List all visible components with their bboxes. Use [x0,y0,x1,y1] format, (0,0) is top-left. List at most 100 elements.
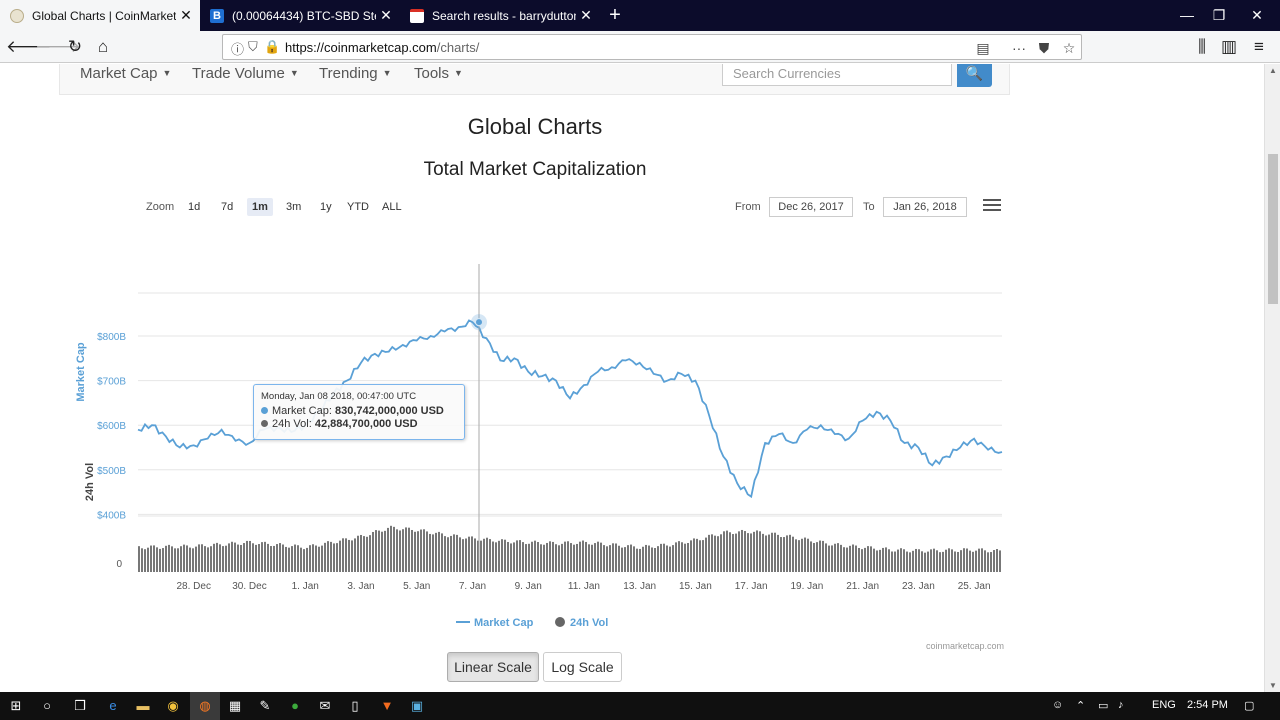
scrollbar-thumb[interactable] [1268,154,1278,304]
log-scale-button[interactable]: Log Scale [543,652,622,682]
coinmarketcap-favicon-icon [10,8,24,23]
task-view-icon[interactable]: ❒ [74,698,86,713]
volume-bar [579,541,581,572]
volume-bar [252,543,254,572]
url-text[interactable]: https://coinmarketcap.com/charts/ [285,40,480,55]
minimize-icon[interactable]: — [1180,7,1194,23]
mail-icon[interactable]: ✉ [319,698,331,713]
calculator-icon[interactable]: ▦ [228,698,242,713]
volume-bar [960,550,962,572]
reader-view-icon[interactable]: ▤ [976,40,990,56]
notifications-icon[interactable]: ▢ [1244,700,1255,712]
volume-bar [243,543,245,572]
volume-bar [192,548,194,572]
app2-icon[interactable]: ▣ [410,698,424,713]
app-icon[interactable]: ● [291,698,299,713]
volume-icon[interactable]: ♪ [1118,699,1124,711]
legend-market-cap[interactable]: Market Cap [456,617,533,629]
linear-scale-button[interactable]: Linear Scale [447,652,539,682]
nav-trade-volume[interactable]: Trade Volume ▼ [192,65,299,82]
volume-bar [483,538,485,572]
volume-bar [429,533,431,572]
tab-search-results[interactable]: Search results - barryduttonrea ✕ [400,0,600,31]
home-icon[interactable]: ⌂ [97,37,109,56]
volume-bar [750,533,752,572]
volume-bar [594,543,596,572]
window-close-icon[interactable]: ✕ [1251,7,1263,23]
bookmark-star-icon[interactable]: ☆ [1062,40,1076,56]
search-icon[interactable]: ○ [43,698,51,713]
chart-menu-icon[interactable] [983,199,1001,215]
volume-bar [534,540,536,572]
firefox-icon[interactable]: ◍ [199,698,211,713]
volume-bar [828,545,830,572]
phone-icon[interactable]: ▯ [351,698,359,713]
zoom-3m-button[interactable]: 3m [286,201,302,213]
tab-label: (0.00064434) BTC-SBD SteemDo [232,8,376,23]
volume-bar [282,544,284,572]
zoom-7d-button[interactable]: 7d [221,201,234,213]
close-icon[interactable]: ✕ [180,7,192,23]
reload-icon[interactable]: ↻ [67,37,83,56]
zoom-1y-button[interactable]: 1y [320,201,332,213]
pocket-icon[interactable]: ⛊ [1038,40,1050,56]
zoom-1m-button[interactable]: 1m [247,198,273,216]
from-date-input[interactable]: Dec 26, 2017 [769,197,853,217]
nav-market-cap[interactable]: Market Cap ▼ [80,65,172,82]
search-input[interactable]: Search Currencies [722,64,952,86]
people-icon[interactable]: ☺ [1052,699,1064,711]
restore-icon[interactable]: ❐ [1212,7,1226,23]
tray-chevron-icon[interactable]: ⌃ [1076,700,1086,712]
nav-trending[interactable]: Trending ▼ [319,65,392,82]
language-indicator[interactable]: ENG [1152,699,1176,711]
browser-nav-bar: 🡐 🡒 ↻ ⌂ ⓘ ⛉ 🔒 https://coinmarketcap.com/… [0,31,1280,63]
volume-bar [312,544,314,572]
new-tab-icon[interactable]: + [609,4,621,26]
zoom-1d-button[interactable]: 1d [188,201,201,213]
legend-24h-vol[interactable]: 24h Vol [555,617,608,629]
volume-bar [765,535,767,572]
battery-icon[interactable]: ▭ [1098,700,1109,712]
shield-icon[interactable]: ⛉ [248,39,258,54]
volume-bar [309,545,311,572]
url-bar[interactable]: ⓘ ⛉ 🔒 https://coinmarketcap.com/charts/ … [222,34,1082,60]
edge-icon[interactable]: e [109,698,117,713]
volume-bar [717,536,719,572]
x-tick-label: 1. Jan [292,581,319,592]
volume-bar [546,542,548,572]
info-icon[interactable]: ⓘ [231,42,245,57]
chart-credits[interactable]: coinmarketcap.com [926,641,1005,651]
tab-steemdollar[interactable]: B (0.00064434) BTC-SBD SteemDo ✕ [200,0,400,31]
back-arrow-icon[interactable]: 🡐 [6,37,52,56]
zoom-all-button[interactable]: ALL [382,201,402,213]
menu-icon[interactable]: ≡ [1254,37,1264,56]
close-icon[interactable]: ✕ [580,7,592,23]
clock[interactable]: 2:54 PM [1187,699,1228,711]
more-actions-icon[interactable]: ··· [1012,40,1026,56]
volume-bar [759,531,761,572]
paint-icon[interactable]: ✎ [259,698,271,713]
forward-arrow-icon[interactable]: 🡒 [35,37,81,56]
zoom-ytd-button[interactable]: YTD [347,201,369,213]
x-tick-label: 11. Jan [568,581,600,592]
chrome-icon[interactable]: ◉ [167,698,179,713]
windows-start-icon[interactable]: ⊞ [10,698,22,713]
lock-icon[interactable]: 🔒 [264,39,281,54]
to-date-input[interactable]: Jan 26, 2018 [883,197,967,217]
brave-icon[interactable]: ▼ [380,698,394,713]
search-button[interactable]: 🔍 [957,64,992,87]
zoom-label: Zoom [146,201,175,213]
volume-bar [702,540,704,572]
volume-bar [384,530,386,572]
close-icon[interactable]: ✕ [380,7,392,23]
volume-bar [525,544,527,572]
page-scrollbar[interactable]: ▲ ▼ [1264,64,1280,692]
library-icon[interactable]: ⫼ [1198,37,1206,56]
sidebar-icon[interactable]: ▥ [1220,37,1238,56]
volume-bar [726,530,728,572]
file-explorer-icon[interactable]: ▬ [136,698,150,713]
x-tick-label: 15. Jan [679,581,712,592]
nav-tools[interactable]: Tools ▼ [414,65,463,82]
tab-global-charts[interactable]: Global Charts | CoinMarketCap ✕ [0,0,200,31]
volume-bar [990,552,992,572]
